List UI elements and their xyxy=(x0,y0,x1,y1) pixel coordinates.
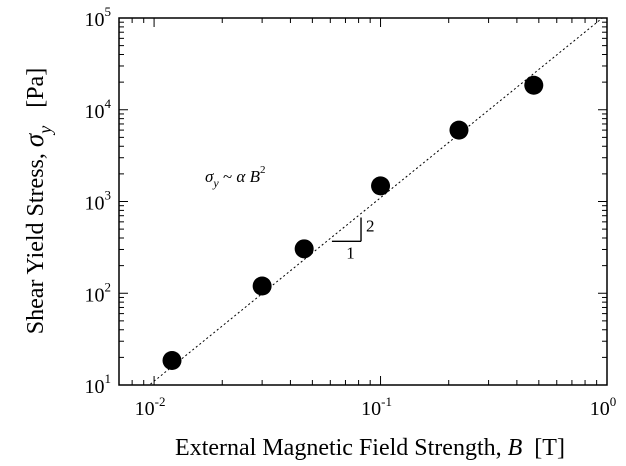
equation-alpha: α xyxy=(236,167,246,186)
y-tick-exponent: 4 xyxy=(105,96,112,111)
x-tick-label: 100 xyxy=(590,394,617,420)
data-point xyxy=(252,276,272,296)
y-tick-label: 101 xyxy=(85,371,112,398)
x-axis-title-unit: [T] xyxy=(534,435,565,461)
x-tick-exponent: -2 xyxy=(155,394,166,409)
y-tick-base: 10 xyxy=(85,9,105,31)
axis-ticks xyxy=(118,17,608,386)
x-tick-exponent: 0 xyxy=(610,394,617,409)
x-tick-base: 10 xyxy=(590,398,610,420)
x-tick-labels: 10-2 10-1 100 xyxy=(135,394,617,420)
y-tick-exponent: 2 xyxy=(105,279,112,294)
data-point xyxy=(449,120,469,140)
equation-sigma: σ xyxy=(205,167,214,186)
y-axis-title-var: σ xyxy=(19,132,49,147)
x-axis-title: External Magnetic Field Strength, B [T] xyxy=(175,435,565,461)
y-axis-title-prefix: Shear Yield Stress, xyxy=(23,147,49,334)
y-tick-label: 104 xyxy=(85,96,112,123)
y-tick-label: 105 xyxy=(85,4,112,31)
y-tick-exponent: 1 xyxy=(105,371,112,386)
y-tick-base: 10 xyxy=(85,193,105,215)
fit-line xyxy=(148,18,604,385)
x-tick-exponent: -1 xyxy=(381,394,392,409)
x-tick-label: 10-1 xyxy=(361,394,392,420)
x-tick-base: 10 xyxy=(135,398,155,420)
data-point xyxy=(294,239,314,259)
y-tick-label: 102 xyxy=(85,279,112,306)
y-tick-label: 103 xyxy=(85,188,112,215)
x-tick-label: 10-2 xyxy=(135,394,166,420)
slope-rise-label: 2 xyxy=(366,216,375,235)
fit-line-layer xyxy=(148,18,604,385)
data-point xyxy=(162,350,182,370)
slope-run-label: 1 xyxy=(346,243,355,262)
x-axis-title-var: B xyxy=(508,435,523,461)
equation-b: B xyxy=(245,167,260,186)
y-tick-base: 10 xyxy=(85,376,105,398)
data-points xyxy=(162,75,544,370)
y-axis-title: Shear Yield Stress, σy [Pa] xyxy=(19,68,55,334)
y-tick-base: 10 xyxy=(85,284,105,306)
y-tick-exponent: 5 xyxy=(105,4,112,19)
x-tick-base: 10 xyxy=(361,398,381,420)
y-axis-title-unit: [Pa] xyxy=(23,68,49,108)
equation-sigma-sub: y xyxy=(212,176,219,190)
data-point xyxy=(524,75,544,95)
plot-frame xyxy=(118,17,608,386)
equation-sup: 2 xyxy=(260,164,266,176)
data-point xyxy=(371,176,391,196)
slope-triangle: 12 xyxy=(331,216,375,262)
equation-tilde: ~ xyxy=(219,167,237,186)
y-axis-title-sub: y xyxy=(35,126,55,136)
y-tick-base: 10 xyxy=(85,101,105,123)
y-tick-exponent: 3 xyxy=(105,188,112,203)
equation-annotation: σy ~ α B2 xyxy=(205,164,266,190)
x-axis-title-prefix: External Magnetic Field Strength, xyxy=(175,435,508,461)
